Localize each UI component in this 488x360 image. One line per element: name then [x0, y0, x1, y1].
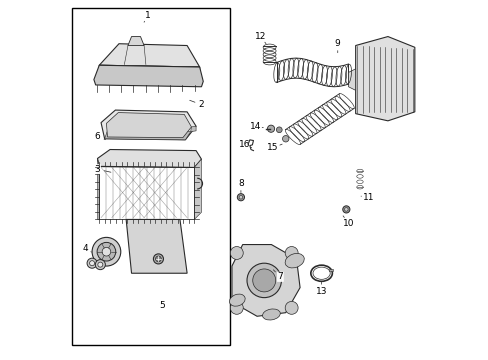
Text: 11: 11 [362, 193, 373, 202]
Polygon shape [97, 158, 99, 220]
Circle shape [344, 208, 347, 211]
Text: 5: 5 [159, 301, 164, 310]
Polygon shape [231, 244, 300, 316]
Bar [72, 8, 230, 345]
Text: 15: 15 [267, 143, 278, 152]
Circle shape [98, 262, 102, 267]
Text: 4: 4 [82, 244, 87, 253]
Polygon shape [97, 149, 201, 167]
Bar [328, 269, 333, 271]
Polygon shape [190, 126, 196, 132]
Text: 6: 6 [94, 132, 100, 141]
Circle shape [230, 301, 243, 314]
Circle shape [285, 247, 298, 260]
Text: 10: 10 [342, 219, 353, 228]
Text: 8: 8 [238, 179, 244, 188]
Circle shape [102, 247, 110, 256]
Polygon shape [128, 37, 144, 45]
Text: 16: 16 [238, 140, 250, 149]
Circle shape [230, 247, 243, 260]
Polygon shape [99, 44, 199, 67]
Text: 2: 2 [198, 100, 204, 109]
Circle shape [155, 256, 161, 262]
Polygon shape [126, 220, 187, 273]
Polygon shape [101, 110, 196, 140]
Polygon shape [348, 69, 355, 90]
Circle shape [97, 242, 116, 261]
Polygon shape [106, 113, 191, 138]
Text: 14: 14 [249, 122, 261, 131]
Circle shape [267, 125, 274, 132]
Ellipse shape [262, 309, 280, 320]
Text: 12: 12 [254, 32, 266, 41]
Circle shape [276, 127, 282, 133]
Circle shape [246, 263, 281, 298]
Polygon shape [99, 65, 199, 81]
Text: 3: 3 [94, 165, 100, 174]
Ellipse shape [229, 294, 244, 306]
Circle shape [239, 195, 242, 199]
Circle shape [153, 254, 163, 264]
Circle shape [342, 206, 349, 213]
Polygon shape [104, 131, 190, 140]
Ellipse shape [285, 253, 304, 268]
Polygon shape [94, 65, 203, 87]
Circle shape [282, 135, 288, 142]
Text: 13: 13 [315, 287, 326, 296]
Polygon shape [194, 159, 201, 220]
Text: 9: 9 [334, 39, 340, 48]
Circle shape [285, 301, 298, 314]
Circle shape [95, 260, 105, 270]
Circle shape [237, 194, 244, 201]
Polygon shape [355, 37, 414, 121]
Circle shape [92, 237, 121, 266]
Circle shape [87, 258, 97, 268]
Circle shape [252, 269, 275, 292]
Circle shape [89, 261, 94, 266]
Text: 7: 7 [277, 272, 283, 281]
Text: 1: 1 [144, 10, 150, 19]
